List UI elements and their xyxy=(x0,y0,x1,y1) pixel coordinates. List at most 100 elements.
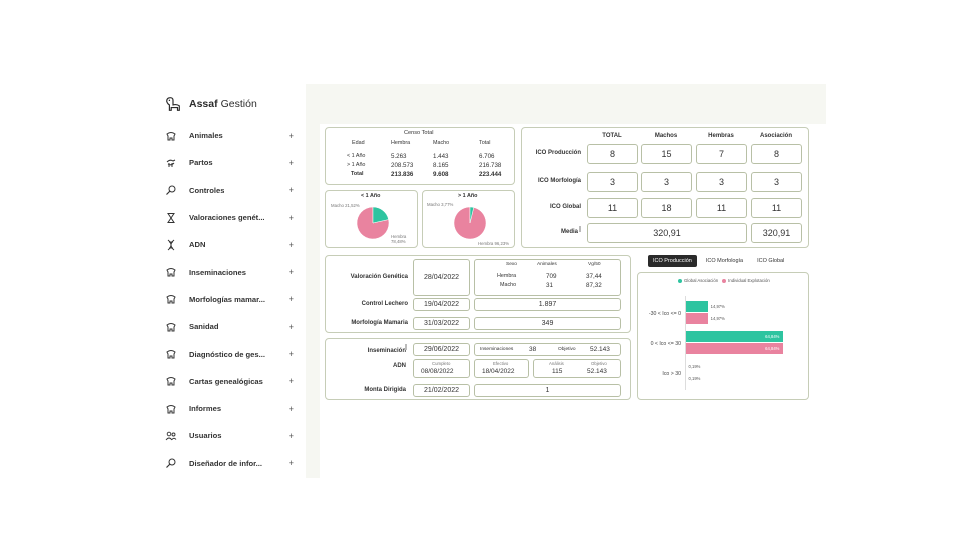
control-value: 1.897 xyxy=(474,298,621,311)
sidebar-item-diagnostico-de-ges[interactable]: Diagnóstico de ges... + xyxy=(152,340,304,367)
chart-bar[interactable] xyxy=(685,343,784,354)
users-icon xyxy=(164,429,178,443)
sidebar-item-cartas-genealogicas[interactable]: Cartas genealógicas + xyxy=(152,368,304,395)
censo-cell: 1.443 xyxy=(433,153,449,160)
monta-date: 21/02/2022 xyxy=(413,384,470,397)
sidebar-item-informes[interactable]: Informes + xyxy=(152,395,304,422)
chart-category-label: -30 < Ico <= 0 xyxy=(648,311,681,317)
adn-efectivo-date: 18/04/2022 xyxy=(482,368,515,375)
expand-plus-icon[interactable]: + xyxy=(288,239,294,250)
censo-cell: 5.263 xyxy=(391,153,407,160)
legend-dot-global xyxy=(678,278,682,283)
sidebar-item-sanidad[interactable]: Sanidad + xyxy=(152,313,304,340)
sidebar-item-label: Usuarios xyxy=(189,431,222,441)
expand-plus-icon[interactable]: + xyxy=(288,130,294,141)
sidebar-item-label: Morfologías mamar... xyxy=(189,294,265,304)
tab-ico-global[interactable]: ICO Global xyxy=(757,258,785,264)
chart-bar[interactable] xyxy=(685,331,784,342)
adn-label: ADN xyxy=(393,363,406,369)
ico-tabs: ICO Producción ICO Morfología ICO Global xyxy=(648,255,789,267)
insem-objetivo-label: Objetivo xyxy=(558,347,576,352)
brand-name-regular: Gestión xyxy=(220,98,257,110)
sidebar-item-adn[interactable]: ADN + xyxy=(152,231,304,258)
adn-objetivo-label: Objetivo xyxy=(591,361,607,366)
sidebar-nav: Animales + Partos + Controles + Valoraciones g… xyxy=(152,122,304,477)
control-label: Control Lechero xyxy=(361,301,408,307)
ico-value: 7 xyxy=(696,144,747,164)
adn-cumpleto-cell xyxy=(413,359,470,378)
chart-bar-label: 64,84% xyxy=(765,334,780,339)
hourglass-icon xyxy=(164,211,178,225)
adn-objetivo-value: 52.143 xyxy=(587,368,607,375)
adn-analisis-cell xyxy=(533,359,621,378)
pie-lt1-chart xyxy=(356,206,390,240)
adn-cumpleto-label: Cumpleto xyxy=(432,361,451,366)
sidebar-item-inseminaciones[interactable]: Inseminaciones + xyxy=(152,258,304,285)
morfologia-value: 349 xyxy=(474,317,621,330)
expand-plus-icon[interactable]: + xyxy=(288,321,294,332)
censo-cell: 6.706 xyxy=(479,153,495,160)
sidebar-item-valoraciones-genet[interactable]: Valoraciones genét... + xyxy=(152,204,304,231)
ico-row-label: ICO Global xyxy=(549,204,581,210)
sidebar-item-morfologias-mamar[interactable]: Morfologías mamar... + xyxy=(152,286,304,313)
brand-name-bold: Assaf xyxy=(189,98,218,110)
adn-analisis-value: 115 xyxy=(552,368,563,375)
tab-ico-morfologia[interactable]: ICO Morfología xyxy=(705,258,744,264)
valoracion-header-sexo: Sexo xyxy=(506,262,517,267)
brand[interactable]: Assaf Gestión xyxy=(164,92,257,116)
sheep-icon xyxy=(164,402,178,416)
valoracion-date: 28/04/2022 xyxy=(413,259,470,296)
pie-slice-macho xyxy=(469,206,475,224)
ico-header: Machos xyxy=(654,133,678,139)
censo-header-total: Total xyxy=(479,140,491,146)
chart-bar[interactable] xyxy=(685,301,708,312)
ico-row-label: ICO Morfología xyxy=(538,178,581,184)
sheep-logo-icon xyxy=(166,97,180,111)
ico-value: 3 xyxy=(641,172,692,192)
expand-plus-icon[interactable]: + xyxy=(288,349,294,360)
legend-global: Global Asociación xyxy=(684,278,719,283)
expand-plus-icon[interactable]: + xyxy=(288,376,294,387)
ico-media-label: Media xyxy=(560,229,578,235)
censo-total-card xyxy=(325,127,515,185)
inseminacion-label: Inseminación xyxy=(367,348,406,354)
expand-plus-icon[interactable]: + xyxy=(288,185,294,196)
censo-header-macho: Macho xyxy=(433,140,450,146)
expand-plus-icon[interactable]: + xyxy=(288,430,294,441)
valoracion-label: Valoración Genética xyxy=(350,274,408,280)
sheep-icon xyxy=(164,265,178,279)
inseminaciones-label: Inseminaciones xyxy=(480,347,514,352)
sidebar-item-animales[interactable]: Animales + xyxy=(152,122,304,149)
main-left-strip xyxy=(306,124,320,478)
sidebar-item-disenador-de-infor[interactable]: Diseñador de infor... + xyxy=(152,450,304,477)
adn-analisis-label: Análisis xyxy=(549,361,564,366)
tab-ico-produccion[interactable]: ICO Producción xyxy=(648,255,697,267)
sidebar-item-label: Diseñador de infor... xyxy=(189,458,262,468)
sidebar-item-partos[interactable]: Partos + xyxy=(152,149,304,176)
censo-cell: 208.573 xyxy=(391,162,414,169)
expand-plus-icon[interactable]: + xyxy=(288,212,294,223)
expand-plus-icon[interactable]: + xyxy=(288,157,294,168)
ico-media-value: 320,91 xyxy=(587,223,747,243)
valoracion-cell: 709 xyxy=(546,273,557,280)
magnifier-icon xyxy=(164,456,178,470)
sidebar-item-usuarios[interactable]: Usuarios + xyxy=(152,422,304,449)
chart-category-label: 0 < Ico <= 30 xyxy=(650,341,681,347)
chart-bar[interactable] xyxy=(685,313,708,324)
expand-plus-icon[interactable]: + xyxy=(288,267,294,278)
ico-value: 3 xyxy=(751,172,802,192)
valoracion-cell: Hembra xyxy=(497,273,517,279)
pie-slice-macho xyxy=(372,206,389,224)
ico-value: 11 xyxy=(587,198,638,218)
chart-category-label: Ico > 30 xyxy=(662,371,681,377)
sidebar-item-controles[interactable]: Controles + xyxy=(152,177,304,204)
expand-plus-icon[interactable]: + xyxy=(288,294,294,305)
pie-lt1-hembra-label: Hembra 78,48% xyxy=(391,234,407,244)
pie-gt1-hembra-label: Hembra 96,23% xyxy=(478,241,510,246)
inseminacion-marker xyxy=(405,344,407,350)
pie-lt1-macho-label: Macho 21,52% xyxy=(331,203,360,208)
expand-plus-icon[interactable]: + xyxy=(288,458,294,469)
ico-value: 18 xyxy=(641,198,692,218)
expand-plus-icon[interactable]: + xyxy=(288,403,294,414)
sheep-icon xyxy=(164,320,178,334)
